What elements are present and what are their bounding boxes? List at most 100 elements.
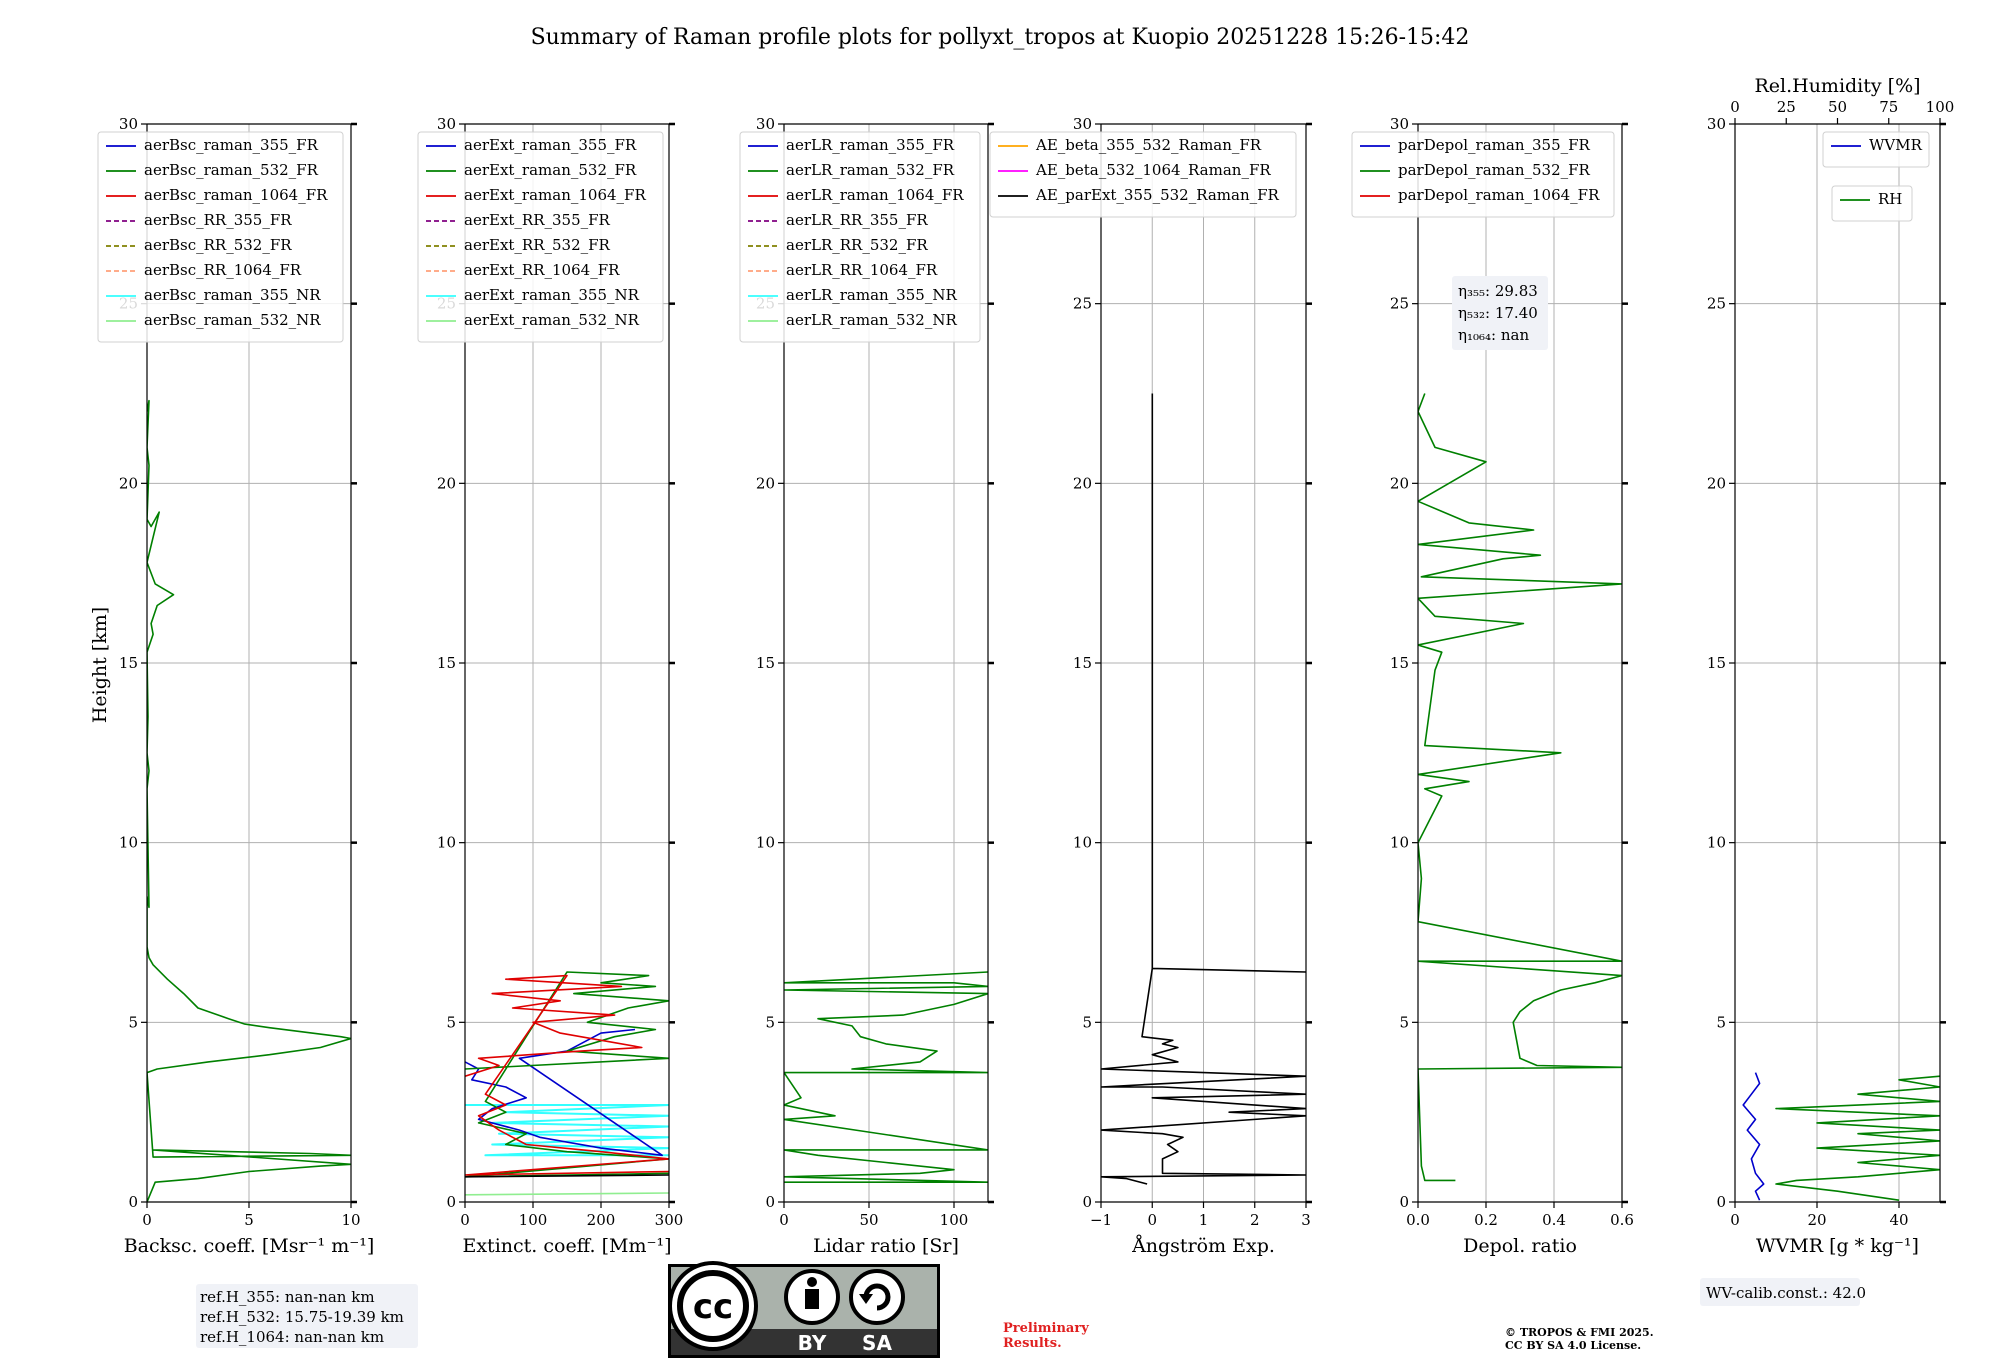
preliminary-text-2: Results.	[1003, 1336, 1062, 1351]
top-tick-label: 75	[1879, 98, 1898, 116]
ytick-label: 0	[1399, 1193, 1409, 1211]
xtick-label: 3	[1301, 1211, 1311, 1229]
ytick-label: 0	[765, 1193, 775, 1211]
ytick-label: 10	[1073, 834, 1092, 852]
legend-label: aerExt_raman_532_NR	[464, 311, 640, 329]
x-axis-label: Backsc. coeff. [Msr⁻¹ m⁻¹]	[124, 1235, 375, 1257]
panel-lr: 051015202530050100Lidar ratio [Sr]aerLR_…	[739, 115, 994, 1257]
eta-line: η₅₃₂: 17.40	[1458, 304, 1538, 322]
ytick-label: 5	[1082, 1013, 1092, 1031]
x-axis-label: WVMR [g * kg⁻¹]	[1756, 1235, 1919, 1257]
series-line-aerBsc_raman_532_FR	[147, 399, 351, 1202]
x-axis-label: Depol. ratio	[1463, 1235, 1577, 1257]
ytick-label: 5	[1716, 1013, 1726, 1031]
xtick-label: 300	[655, 1211, 684, 1229]
series-ext	[465, 971, 669, 1196]
top-tick-label: 50	[1828, 98, 1847, 116]
legend-label: aerExt_raman_355_NR	[464, 286, 640, 304]
legend-label: aerBsc_RR_355_FR	[144, 211, 292, 229]
series-wv	[1742, 1072, 1940, 1201]
legend-label: aerLR_raman_532_FR	[786, 161, 955, 179]
eta-box	[1452, 276, 1548, 350]
ytick-label: 15	[119, 654, 138, 672]
grid-ae	[1100, 123, 1307, 1203]
xtick-label: 1	[1199, 1211, 1209, 1229]
ytick-label: 0	[1716, 1193, 1726, 1211]
x-axis-label: Lidar ratio [Sr]	[813, 1235, 959, 1257]
legend-label: aerExt_raman_532_FR	[464, 161, 637, 179]
legend-label: AE_beta_355_532_Raman_FR	[1035, 136, 1262, 154]
legend-label: parDepol_raman_532_FR	[1398, 161, 1591, 179]
xtick-label: 0.4	[1542, 1211, 1566, 1229]
legend-label: aerLR_RR_1064_FR	[786, 261, 938, 279]
legend-box	[417, 131, 664, 343]
legend-box	[989, 131, 1297, 218]
x-axis-label: Ångström Exp.	[1131, 1235, 1275, 1257]
ytick-label: 15	[1707, 654, 1726, 672]
figure-title: Summary of Raman profile plots for polly…	[531, 25, 1470, 50]
xtick-label: −1	[1090, 1211, 1112, 1229]
legend-box	[739, 131, 981, 343]
legend-bsc: aerBsc_raman_355_FR aerBsc_raman_532_FRae…	[97, 131, 344, 343]
eta-line: η₁₀₆₄: nan	[1458, 326, 1529, 344]
legend-label: aerBsc_raman_355_FR	[144, 136, 319, 154]
panel-dep: 0 5 10 15 20 25 30 0.0 0.2 0.4 0.6 Depol. ratio parD…	[1351, 115, 1634, 1257]
legend-label: aerBsc_raman_532_NR	[144, 311, 321, 329]
series-bsc	[147, 399, 351, 1202]
wv-calib-box: WV-calib.const.: 42.0	[1700, 1278, 1866, 1306]
ytick-label: 0	[1082, 1193, 1092, 1211]
xtick-label: 2	[1250, 1211, 1260, 1229]
series-dep	[1418, 393, 1622, 1182]
legend-label: aerBsc_raman_532_FR	[144, 161, 319, 179]
ytick-label: 30	[1707, 115, 1726, 133]
legend-label: AE_beta_532_1064_Raman_FR	[1035, 161, 1271, 179]
legend-label: WVMR	[1869, 136, 1923, 154]
badge-by: BY	[798, 1331, 827, 1355]
grid-wv	[1734, 123, 1940, 1203]
legend-ae: AE_beta_355_532_Raman_FR AE_beta_532_1064…	[989, 131, 1297, 218]
xtick-label: 5	[244, 1211, 254, 1229]
xtick-label: 0	[460, 1211, 470, 1229]
ref-h-532: ref.H_532: 15.75-19.39 km	[200, 1308, 404, 1326]
copyright-line-1: © TROPOS & FMI 2025.	[1505, 1326, 1654, 1339]
ytick-label: 30	[1073, 115, 1092, 133]
legend-box	[1822, 131, 1930, 168]
series-line-aerExt_raman_532_NR	[465, 1192, 669, 1196]
xtick-label: 40	[1889, 1211, 1908, 1229]
share-alike-icon	[849, 1269, 905, 1325]
legend-label: AE_parExt_355_532_Raman_FR	[1035, 186, 1280, 204]
ytick-label: 5	[765, 1013, 775, 1031]
top-tick-label: 100	[1926, 98, 1955, 116]
series-line-aerExt_raman_532_FR	[465, 971, 669, 1178]
ref-h-1064: ref.H_1064: nan-nan km	[200, 1328, 384, 1346]
ytick-label: 30	[119, 115, 138, 133]
ytick-label: 30	[1390, 115, 1409, 133]
xtick-label: 0	[779, 1211, 789, 1229]
legend-label: aerBsc_raman_355_NR	[144, 286, 321, 304]
xtick-label: 50	[859, 1211, 878, 1229]
legend-label: parDepol_raman_1064_FR	[1398, 186, 1600, 204]
legend-label: aerExt_raman_355_FR	[464, 136, 637, 154]
ytick-label: 0	[446, 1193, 456, 1211]
legend-label: aerBsc_raman_1064_FR	[144, 186, 328, 204]
legend-label: aerLR_raman_355_NR	[786, 286, 957, 304]
xtick-label: 0.2	[1474, 1211, 1498, 1229]
ytick-label: 15	[437, 654, 456, 672]
legend-box	[97, 131, 344, 343]
ytick-label: 25	[1707, 295, 1726, 313]
series-ae	[1101, 393, 1306, 1185]
x-axis-label: Extinct. coeff. [Mm⁻¹]	[462, 1235, 671, 1257]
ytick-label: 10	[1390, 834, 1409, 852]
panel-ext: 0510152025300100200300Extinct. coeff. [M…	[417, 115, 684, 1257]
ytick-label: 10	[1707, 834, 1726, 852]
ytick-label: 10	[119, 834, 138, 852]
eta-line: η₃₅₅: 29.83	[1458, 282, 1538, 300]
legend-box	[1351, 131, 1615, 218]
ytick-label: 5	[446, 1013, 456, 1031]
xtick-label: 0	[1147, 1211, 1157, 1229]
series-line-aerExt_raman_355_NR	[465, 1104, 669, 1157]
xtick-label: 100	[940, 1211, 969, 1229]
panel-bsc: 0510152025300510Backsc. coeff. [Msr⁻¹ m⁻…	[97, 115, 375, 1257]
